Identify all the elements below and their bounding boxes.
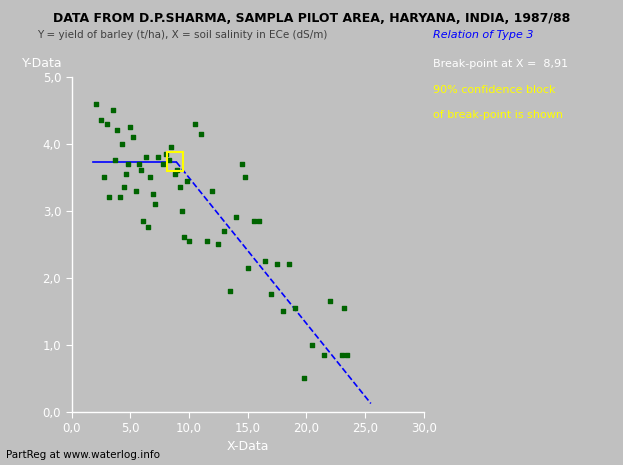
Text: Relation of Type 3: Relation of Type 3 [433,30,533,40]
Point [339,304,349,312]
Point [108,106,118,114]
Point [290,304,300,312]
Point [254,217,264,225]
Point [196,130,206,137]
Point [240,173,250,181]
Point [133,160,143,167]
Point [272,260,282,268]
Point [249,217,259,225]
Point [202,237,212,245]
Point [150,200,160,208]
Text: PartReg at www.waterlog.info: PartReg at www.waterlog.info [6,450,160,460]
Point [170,170,180,178]
Point [190,120,200,127]
Point [213,240,223,248]
Point [96,117,106,124]
Bar [167,153,183,171]
Text: Y = yield of barley (t/ha), X = soil salinity in ECe (dS/m): Y = yield of barley (t/ha), X = soil sal… [37,30,328,40]
Point [260,257,270,265]
Point [242,264,253,271]
Point [307,341,317,348]
Point [102,120,112,127]
Point [319,351,329,359]
Point [110,157,120,164]
Point [207,187,217,194]
Point [266,291,276,298]
Point [131,187,141,194]
Point [125,123,135,131]
Point [148,190,158,198]
Point [112,126,122,134]
Point [225,287,235,295]
Point [164,157,174,164]
Point [138,217,148,225]
Point [153,153,163,161]
Point [177,207,187,214]
Text: Break-point at X =  8,91: Break-point at X = 8,91 [433,59,568,69]
Point [145,173,155,181]
Point [179,234,189,241]
X-axis label: X-Data: X-Data [226,440,269,453]
Text: Y-Data: Y-Data [22,57,63,70]
Point [117,140,127,147]
Point [184,237,194,245]
Point [141,153,151,161]
Point [343,351,353,359]
Point [143,224,153,231]
Point [115,193,125,201]
Point [120,184,130,191]
Point [336,351,346,359]
Point [182,177,192,184]
Point [92,100,102,107]
Point [278,307,288,315]
Text: DATA FROM D.P.SHARMA, SAMPLA PILOT AREA, HARYANA, INDIA, 1987/88: DATA FROM D.P.SHARMA, SAMPLA PILOT AREA,… [53,12,570,25]
Point [158,160,168,167]
Point [128,133,138,141]
Point [325,297,335,305]
Point [161,150,171,158]
Point [100,173,110,181]
Point [104,193,114,201]
Point [121,170,131,178]
Point [136,167,146,174]
Point [123,160,133,167]
Text: of break-point is shown: of break-point is shown [433,110,563,120]
Point [174,184,184,191]
Point [166,143,176,151]
Point [172,167,182,174]
Point [237,160,247,167]
Point [231,213,241,221]
Text: 90% confidence block: 90% confidence block [433,85,556,95]
Point [219,227,229,234]
Point [299,374,309,382]
Point [283,260,293,268]
